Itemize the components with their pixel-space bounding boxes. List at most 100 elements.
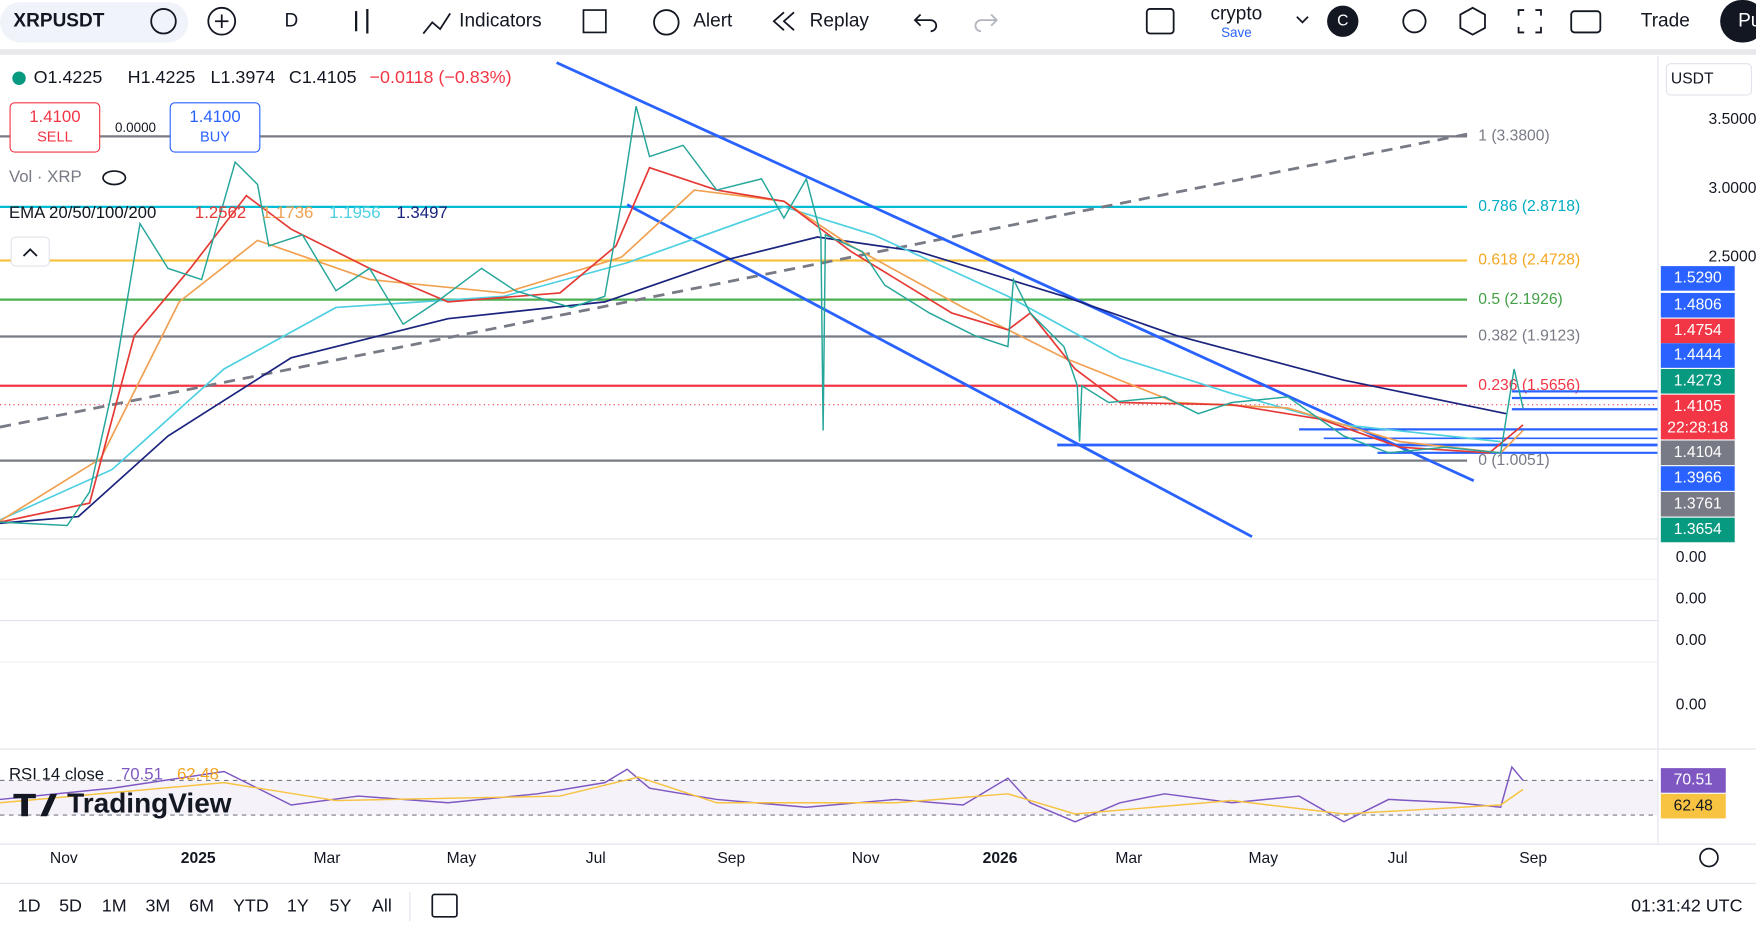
price-tag-text: 1.3761 [1674,495,1722,512]
rsi-tag-text: 70.51 [1674,772,1713,789]
time-label: May [1248,850,1278,867]
price-tag-text: 1.4444 [1674,347,1722,364]
spread: 0.0000 [115,120,156,135]
range-button[interactable]: 1Y [287,896,309,916]
pane-value: 0.00 [1676,590,1707,607]
price-tag [1660,517,1735,543]
channel-line [626,203,1253,538]
add-icon [215,14,229,28]
ema-value: 1.2562 [195,203,246,222]
range-button[interactable]: 5D [59,896,82,916]
range-button[interactable]: 3M [145,896,170,916]
settings-icon[interactable] [1699,847,1719,868]
range-button[interactable]: 6M [189,896,214,916]
time-label: Mar [1115,850,1142,867]
price-tag-text: 1.4754 [1674,322,1722,339]
rsi-ma [0,776,1524,815]
time-label: Mar [314,850,341,867]
hide-icon[interactable] [102,170,127,186]
alert-icon [653,9,680,36]
time-label: Sep [717,850,745,867]
sell-button[interactable] [9,102,101,153]
ema-100 [0,205,1501,521]
layout-icon[interactable] [1145,8,1175,35]
settings-icon[interactable] [1459,6,1486,36]
legend-open: O1.4225 [34,67,103,87]
candle-icon[interactable] [355,8,369,34]
rsi-value: 62.48 [177,764,219,783]
collapse-icon [22,248,38,257]
snapshot-icon[interactable] [1570,10,1602,34]
legend-low: L1.3974 [211,67,276,87]
range-button[interactable]: 1M [102,896,127,916]
legend-change: −0.0118 (−0.83%) [370,67,512,87]
range-button[interactable]: 1D [18,896,41,916]
fib-label: 0.618 (2.4728) [1478,252,1580,269]
goto-date-icon[interactable] [431,893,458,918]
price-series [0,106,1524,527]
interval[interactable]: D [284,10,298,31]
fib-label: 0.5 (2.1926) [1478,291,1563,308]
layout-icon[interactable] [582,9,607,34]
price-tag [1660,343,1735,368]
price-tick: 3.0000 [1709,180,1756,197]
status-dot [12,71,26,85]
price-tag [1660,491,1735,517]
range-button[interactable]: All [372,896,392,916]
logo: TradingView [67,787,232,818]
toolbar-item[interactable]: Indicators [459,10,542,31]
publish-button[interactable] [1720,0,1756,43]
symbol[interactable]: XRPUSDT [13,10,104,31]
trade-button[interactable]: Trade [1641,10,1690,31]
currency: USDT [1671,71,1714,88]
undo-icon[interactable] [913,13,938,33]
rsi-tag-text: 62.48 [1674,797,1714,814]
price-tick: 2.5000 [1709,248,1756,265]
redo-icon[interactable] [974,13,998,33]
pane-value: 0.00 [1676,632,1707,649]
range-bar: 1D 5D 1M 3M 6M YTD 1Y 5Y All [18,896,392,916]
icon[interactable] [150,8,177,35]
ema-200 [0,236,1507,525]
add-icon[interactable] [207,6,237,36]
ema-20 [0,166,1524,523]
fib-label: 0 (1.0051) [1478,452,1549,469]
indicator-icon [422,12,451,35]
time-label: 2026 [983,850,1018,867]
price-tag-text: 1.4273 [1674,372,1722,389]
layout-name[interactable]: crypto [1210,4,1262,25]
dropdown[interactable] [1296,16,1309,24]
time-label: Nov [50,850,78,867]
price-tag [1660,266,1735,291]
toolbar-item[interactable]: Alert [693,10,733,31]
time-label: Jul [586,850,606,867]
currency-select[interactable] [1665,63,1753,96]
collapse-button[interactable] [10,236,50,267]
time-axis: Nov 2025 Mar May Jul Sep Nov 2026 Mar May Jul Sep [50,850,1547,867]
avatar[interactable] [1327,5,1359,37]
rsi-value: 70.51 [121,764,163,783]
buy-button[interactable] [169,102,261,153]
price-tag-text: 1.5290 [1674,270,1722,287]
icon[interactable] [1402,9,1427,34]
time-label: May [447,850,477,867]
symbol-box[interactable] [0,2,189,43]
volume-label: Vol · XRP [9,167,82,186]
ema-value: 1.3497 [396,203,447,222]
legend-close: C1.4105 [289,67,357,87]
price-tag-text: 1.4105 [1674,398,1722,415]
fullscreen-icon[interactable] [1517,9,1542,34]
rsi-line [0,765,1524,823]
rsi-tag [1660,768,1726,793]
countdown: 22:28:18 [1667,419,1728,436]
sell-label: SELL [37,129,73,145]
price-tag [1660,318,1735,344]
range-button[interactable]: 5Y [329,896,351,916]
toolbar-item[interactable]: Replay [810,10,870,31]
time-label: 2025 [181,850,216,867]
pane-value: 0.00 [1676,697,1707,714]
axis-border [1657,55,1659,845]
range-button[interactable]: YTD [233,896,269,916]
